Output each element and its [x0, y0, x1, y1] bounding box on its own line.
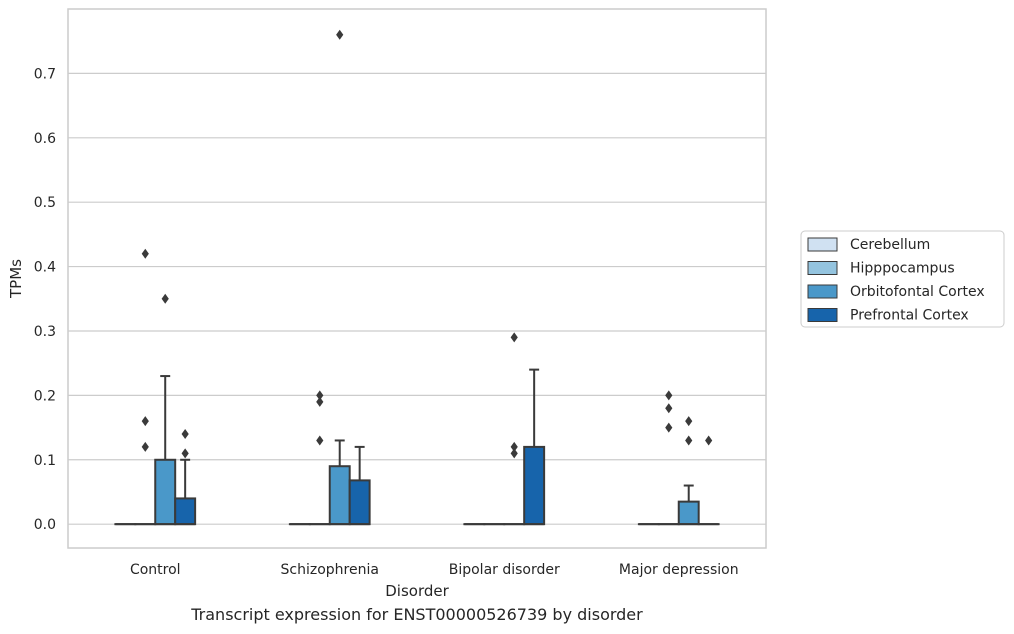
outlier-point	[141, 248, 149, 259]
y-tick-label: 0.7	[34, 66, 56, 82]
box	[523, 445, 546, 526]
outlier-point	[665, 403, 673, 414]
outlier-point	[141, 416, 149, 427]
box-group	[154, 293, 177, 526]
legend-label: Hipppocampus	[850, 261, 955, 277]
outlier-point	[685, 435, 693, 446]
outlier-point	[705, 435, 713, 446]
box	[348, 479, 371, 526]
x-tick-label: Schizophrenia	[281, 562, 379, 578]
x-tick-label: Bipolar disorder	[449, 562, 560, 578]
legend-swatch	[807, 308, 838, 322]
box-group	[657, 390, 680, 526]
outlier-point	[316, 435, 324, 446]
y-tick-label: 0.5	[34, 195, 56, 211]
y-tick-label: 0.4	[34, 260, 56, 276]
y-axis-label: TPMs	[7, 259, 25, 299]
outlier-point	[316, 390, 324, 401]
outlier-point	[161, 293, 169, 304]
legend-swatch	[807, 261, 838, 275]
y-tick-label: 0.3	[34, 324, 56, 340]
y-tick-label: 0.0	[34, 517, 56, 533]
gridlines	[68, 72, 766, 525]
y-tick-labels: 0.0 0.1 0.2 0.3 0.4 0.5 0.6 0.7	[34, 66, 56, 533]
x-tick-label: Major depression	[619, 562, 739, 578]
box-group	[523, 368, 546, 526]
outlier-point	[316, 396, 324, 407]
boxes	[114, 29, 720, 526]
box	[174, 497, 197, 526]
box	[677, 500, 700, 526]
outlier-point	[181, 448, 189, 459]
box-group	[697, 435, 720, 526]
outlier-point	[510, 441, 518, 452]
outlier-point	[336, 29, 344, 40]
outlier-point	[510, 448, 518, 459]
legend-label: Orbitofontal Cortex	[850, 284, 985, 300]
legend-swatch	[807, 237, 838, 252]
box	[154, 458, 177, 526]
y-tick-label: 0.2	[34, 388, 56, 404]
box-group	[308, 390, 331, 526]
outlier-point	[685, 416, 693, 427]
outlier-point	[181, 429, 189, 440]
legend-swatch	[807, 284, 838, 299]
y-tick-label: 0.1	[34, 453, 56, 469]
x-axis-label: Disorder	[385, 582, 449, 600]
box-group	[328, 29, 351, 526]
box-group	[174, 429, 197, 526]
outlier-point	[665, 422, 673, 433]
box-group	[677, 416, 700, 526]
box-group	[503, 332, 526, 526]
y-tick-label: 0.6	[34, 131, 56, 147]
legend-label: Prefrontal Cortex	[850, 308, 969, 324]
box	[328, 465, 351, 526]
x-tick-labels: Control Schizophrenia Bipolar disorder Majo…	[130, 562, 739, 578]
legend-frame	[800, 230, 1005, 328]
x-tick-label: Control	[130, 562, 181, 578]
outlier-point	[665, 390, 673, 401]
plot-frame	[67, 8, 767, 549]
legend: Cerebellum Hipppocampus Orbitofontal Corte…	[800, 230, 1005, 328]
box-group	[134, 248, 157, 526]
outlier-point	[141, 441, 149, 452]
box-group	[348, 445, 371, 526]
legend-label: Cerebellum	[850, 237, 930, 253]
figure-caption: Transcript expression for ENST0000052673…	[191, 605, 643, 624]
outlier-point	[510, 332, 518, 343]
